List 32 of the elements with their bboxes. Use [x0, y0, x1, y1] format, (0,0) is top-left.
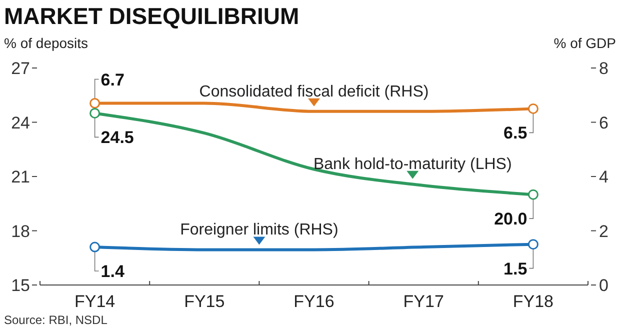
point [90, 98, 100, 109]
x-tick-label: FY15 [184, 292, 225, 311]
x-tick-label: FY14 [74, 292, 116, 311]
y2-tick-label: 8 [599, 59, 608, 78]
series-label: Consolidated fiscal deficit (RHS) [199, 83, 429, 100]
point [528, 103, 538, 114]
point [528, 239, 538, 250]
y2-tick-label: 2 [599, 222, 608, 241]
point [90, 242, 100, 252]
y2-tick-label: 0 [599, 276, 608, 295]
y-tick-label: 21 [11, 168, 30, 186]
x-tick-label: FY18 [512, 292, 554, 311]
y2-tick-label: 6 [599, 113, 608, 132]
y-tick-label: 15 [11, 276, 30, 295]
data-label: 20.0 [494, 210, 528, 229]
x-tick-label: FY16 [294, 292, 334, 311]
data-label: 24.5 [100, 128, 134, 148]
data-label: 1.4 [100, 262, 125, 282]
y-tick-label: 18 [11, 222, 30, 241]
data-label: 6.5 [504, 124, 528, 143]
y2-tick-label: 4 [599, 168, 608, 186]
data-label: 1.5 [504, 259, 528, 278]
y-axis-title: % of deposits [4, 35, 88, 51]
x-tick-label: FY17 [403, 292, 444, 311]
y-tick-label: 27 [11, 59, 30, 78]
y-tick-label: 24 [11, 113, 30, 132]
y2-axis-title: % of GDP [554, 35, 616, 51]
source-note: Source: RBI, NSDL [4, 313, 108, 327]
chart-title: MARKET DISEQUILIBRIUM [4, 3, 300, 29]
data-label: 6.7 [100, 70, 124, 90]
series-label: Foreigner limits (RHS) [180, 222, 338, 239]
series-label: Bank hold-to-maturity (LHS) [313, 156, 512, 173]
